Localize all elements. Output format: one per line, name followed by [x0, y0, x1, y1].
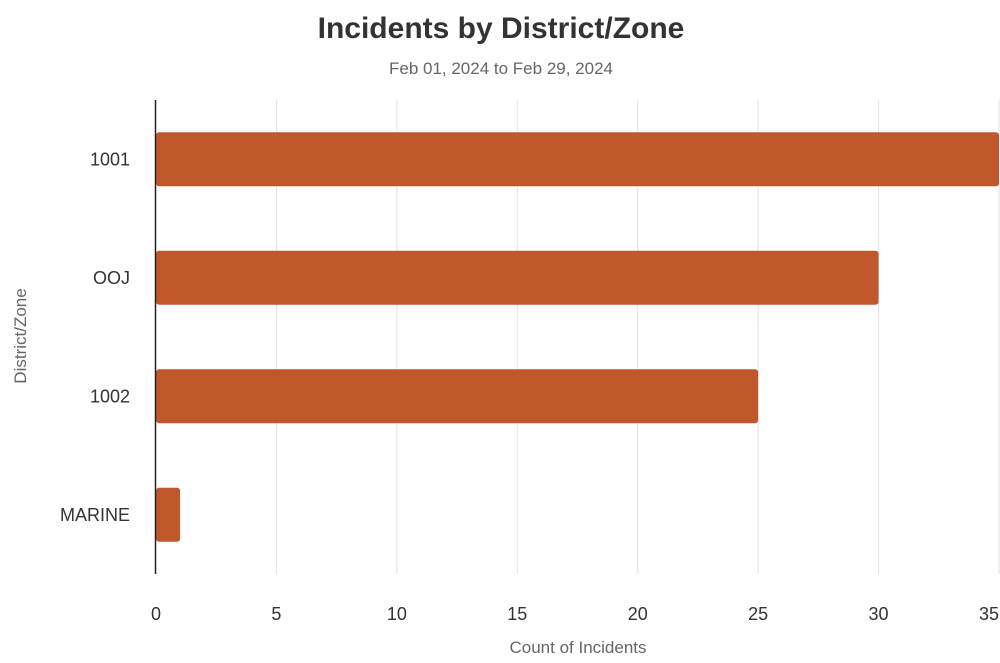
- chart-title: Incidents by District/Zone: [318, 12, 685, 45]
- x-tick-label: 5: [271, 604, 281, 624]
- bars: [156, 132, 999, 542]
- y-axis-title: District/Zone: [11, 288, 30, 383]
- x-tick-label: 15: [507, 604, 527, 624]
- bar-1002[interactable]: [156, 369, 759, 424]
- x-axis-title: Count of Incidents: [509, 638, 646, 657]
- x-tick-label: 10: [387, 604, 407, 624]
- category-label-1002: 1002: [90, 386, 130, 406]
- chart-subtitle: Feb 01, 2024 to Feb 29, 2024: [389, 59, 613, 78]
- category-label-1001: 1001: [90, 149, 130, 169]
- x-tick-label: 20: [628, 604, 648, 624]
- category-label-ooj: OOJ: [93, 268, 130, 288]
- x-tick-label: 0: [151, 604, 161, 624]
- bar-ooj[interactable]: [156, 250, 879, 305]
- bar-1001[interactable]: [156, 132, 999, 187]
- x-tick-label: 25: [748, 604, 768, 624]
- x-tick-labels: 0 5 10 15 20 25 30 35: [151, 604, 999, 624]
- x-tick-label: 30: [869, 604, 889, 624]
- category-label-marine: MARINE: [60, 505, 130, 525]
- bar-marine[interactable]: [156, 487, 181, 542]
- x-tick-label: 35: [979, 604, 999, 624]
- category-labels: 1001 OOJ 1002 MARINE: [60, 149, 130, 525]
